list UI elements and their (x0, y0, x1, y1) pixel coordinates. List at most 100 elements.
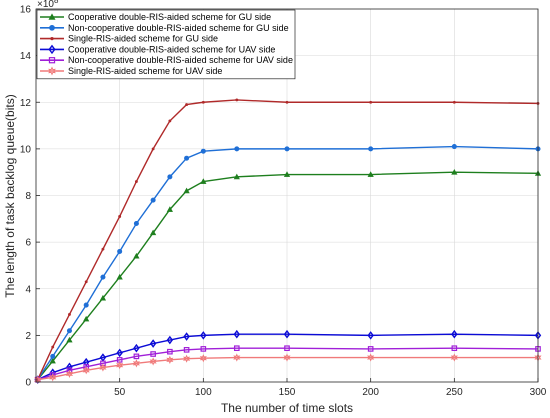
data-point (132, 359, 140, 368)
data-point (150, 351, 156, 357)
data-point (66, 336, 73, 343)
data-point (68, 312, 71, 316)
y-axis-label: The length of task backlog queue(bits) (3, 94, 17, 297)
y-tick-label: 0 (25, 378, 31, 389)
y-multiplier-exponent: 8 (54, 0, 59, 5)
legend-marker (48, 44, 56, 55)
data-point (51, 345, 55, 349)
data-point (117, 248, 123, 254)
x-tick-label: 150 (279, 387, 296, 398)
data-point (367, 171, 374, 177)
series-6 (34, 353, 542, 384)
data-point (283, 353, 291, 362)
data-point (49, 373, 57, 382)
data-point (452, 100, 456, 104)
series-3 (36, 98, 540, 382)
data-point (116, 348, 123, 358)
data-point (167, 174, 173, 180)
data-point (50, 353, 56, 359)
y-tick-label: 6 (25, 238, 31, 249)
data-point (166, 355, 174, 364)
data-point (166, 335, 174, 345)
x-axis-label: The number of time slots (221, 401, 353, 415)
data-point (133, 343, 140, 353)
data-point (234, 146, 240, 152)
data-point (200, 148, 206, 154)
data-point (183, 332, 190, 341)
data-point (450, 353, 458, 362)
data-point (233, 345, 240, 352)
data-point (200, 178, 207, 184)
legend-label: Non-cooperative double-RIS-aided scheme … (68, 23, 289, 33)
legend-marker (48, 66, 56, 76)
y-tick-label: 2 (25, 331, 31, 342)
data-point (134, 180, 138, 183)
data-point (233, 353, 241, 362)
data-point (133, 353, 140, 360)
data-point (233, 173, 240, 180)
data-point (34, 375, 42, 384)
data-point (150, 197, 156, 203)
data-point (184, 155, 190, 161)
legend-item: Non-cooperative double-RIS-aided scheme … (40, 23, 289, 33)
series-line (37, 99, 539, 380)
legend-marker (48, 13, 56, 20)
data-point (284, 345, 290, 352)
data-point (99, 294, 107, 301)
x-tick-label: 50 (114, 387, 126, 398)
x-tick-label: 300 (530, 387, 547, 398)
series-5 (34, 345, 541, 383)
data-point (83, 302, 89, 308)
legend-label: Single-RIS-aided scheme for GU side (68, 34, 218, 44)
legend-marker (50, 36, 54, 41)
data-point (149, 357, 157, 366)
data-point (65, 369, 74, 378)
y-tick-label: 12 (20, 98, 32, 109)
legend-marker (49, 24, 55, 31)
series-line (37, 347, 539, 381)
data-point (168, 119, 172, 123)
x-tick-label: 100 (195, 387, 212, 398)
y-tick-label: 4 (25, 284, 31, 295)
data-point (451, 345, 458, 352)
legend-label: Non-cooperative double-RIS-aided scheme … (68, 55, 293, 65)
data-point (167, 348, 173, 355)
data-point (82, 357, 90, 367)
legend-item: Cooperative double-RIS-aided scheme for … (40, 44, 275, 54)
data-point (101, 247, 105, 251)
data-point (367, 353, 375, 362)
data-point (116, 361, 124, 370)
series-layer (34, 98, 542, 384)
data-point (368, 146, 374, 152)
series-line (37, 333, 539, 381)
data-point (200, 346, 207, 352)
data-point (283, 171, 291, 177)
data-point (99, 363, 107, 372)
data-point (367, 331, 374, 340)
data-point (166, 206, 173, 212)
data-point (367, 346, 374, 352)
x-tick-label: 200 (362, 387, 379, 398)
data-point (284, 146, 290, 152)
data-point (133, 252, 140, 259)
data-point (82, 366, 90, 375)
y-tick-label: 16 (20, 5, 32, 16)
legend: Cooperative double-RIS-aided scheme for … (36, 9, 296, 80)
legend-label: Single-RIS-aided scheme for UAV side (68, 66, 222, 76)
data-point (199, 354, 207, 363)
data-point (49, 368, 56, 377)
legend-marker (48, 57, 56, 64)
data-point (66, 367, 73, 374)
data-point (116, 273, 123, 280)
data-point (149, 339, 157, 348)
data-point (451, 144, 457, 150)
y-tick-label: 10 (20, 144, 32, 155)
legend-item: Single-RIS-aided scheme for UAV side (40, 66, 222, 76)
data-point (183, 187, 190, 194)
legend-box (36, 9, 296, 80)
legend-item: Single-RIS-aided scheme for GU side (40, 34, 218, 44)
data-point (83, 315, 90, 322)
series-line (37, 356, 538, 381)
data-point (233, 329, 241, 339)
